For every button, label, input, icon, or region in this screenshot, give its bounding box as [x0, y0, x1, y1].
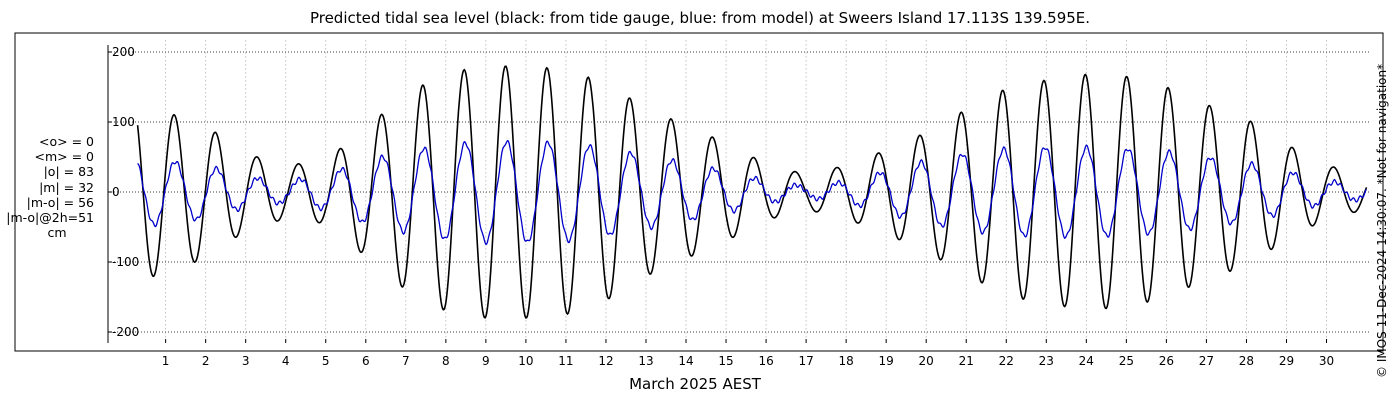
- stat-mo-abs: |m-o| = 56: [26, 194, 94, 210]
- x-tick-label: 11: [558, 354, 573, 368]
- x-tick-label: 18: [838, 354, 853, 368]
- chart-title: Predicted tidal sea level (black: from t…: [309, 9, 1091, 27]
- y-tick-label: 200: [112, 45, 135, 59]
- x-tick-label: 16: [758, 354, 773, 368]
- x-tick-label: 26: [1159, 354, 1174, 368]
- x-tick-label: 5: [322, 354, 330, 368]
- series-line-blue: [137, 139, 1368, 246]
- x-tick-label: 1: [162, 354, 170, 368]
- x-tick-label: 30: [1319, 354, 1334, 368]
- stat-unit: cm: [47, 225, 67, 241]
- stat-m-mean: <m> = 0: [34, 149, 95, 165]
- x-tick-label: 13: [638, 354, 653, 368]
- x-tick-label: 21: [959, 354, 974, 368]
- x-tick-label: 15: [718, 354, 733, 368]
- stat-o-abs: |o| = 83: [43, 164, 94, 180]
- x-tick-label: 10: [518, 354, 533, 368]
- outer-frame: [14, 32, 1384, 352]
- series-line-black: [136, 65, 1368, 319]
- x-tick-label: 25: [1119, 354, 1134, 368]
- x-tick-label: 17: [798, 354, 813, 368]
- statistics-panel: <o> = 0 <m> = 0 |o| = 83 |m| = 32 |m-o| …: [6, 134, 94, 240]
- x-tick-label: 6: [362, 354, 370, 368]
- y-tick-label: -100: [112, 255, 139, 269]
- x-tick-label: 24: [1079, 354, 1094, 368]
- x-tick-label: 28: [1239, 354, 1254, 368]
- credit-text: © IMOS 11-Dec-2024 14:30:07. *Not for na…: [1375, 63, 1389, 378]
- x-tick-label: 29: [1279, 354, 1294, 368]
- x-tick-label: 19: [879, 354, 894, 368]
- x-tick-label: 2: [202, 354, 210, 368]
- x-tick-label: 23: [1039, 354, 1054, 368]
- x-tick-label: 3: [242, 354, 250, 368]
- axes: [107, 45, 1327, 343]
- x-tick-label: 8: [442, 354, 450, 368]
- stat-m-abs: |m| = 32: [39, 179, 94, 195]
- stat-mo-2h: |m-o|@2h=51: [6, 210, 94, 226]
- tick-labels: 1 2 3 4 5 6 7 8 9 10 11 12 13 14 15 16 17 18 19 20 21 22 23 24 2…: [112, 45, 1334, 368]
- y-tick-label: -200: [112, 325, 139, 339]
- x-tick-label: 14: [678, 354, 693, 368]
- x-tick-label: 7: [402, 354, 410, 368]
- stat-o-mean: <o> = 0: [39, 134, 94, 149]
- x-tick-label: 27: [1199, 354, 1214, 368]
- x-tick-label: 9: [482, 354, 490, 368]
- series: [136, 65, 1368, 319]
- x-tick-label: 4: [282, 354, 290, 368]
- y-tick-label: 100: [112, 115, 135, 129]
- y-tick-label: 0: [112, 185, 120, 199]
- x-tick-label: 12: [598, 354, 613, 368]
- x-tick-label: 22: [999, 354, 1014, 368]
- grid: [108, 40, 1370, 343]
- x-axis-label: March 2025 AEST: [629, 375, 761, 393]
- x-tick-label: 20: [919, 354, 934, 368]
